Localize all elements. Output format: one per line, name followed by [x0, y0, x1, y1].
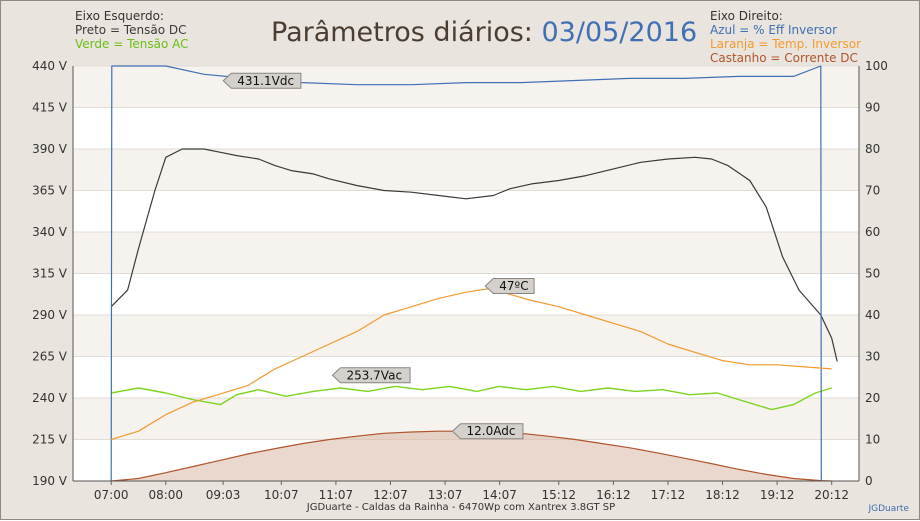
- legend-right-item: Castanho = Corrente DC: [709, 51, 858, 65]
- x-tick-label: 15:12: [541, 488, 576, 502]
- value-callout-label: 47ºC: [499, 279, 528, 293]
- legend-right-item: Azul = % Eff Inversor: [709, 23, 838, 37]
- x-tick-label: 11:07: [319, 488, 354, 502]
- value-callout-box: [451, 423, 524, 440]
- footer-text: JGDuarte - Caldas da Rainha - 6470Wp com…: [306, 502, 616, 513]
- value-callout-box: [222, 72, 302, 89]
- chart-title: Parâmetros diários: 03/05/2016: [271, 17, 697, 48]
- series-line-preto: [110, 148, 838, 362]
- legend-right-item: Laranja = Temp. Inversor: [709, 37, 861, 51]
- y-left-tick-label: 190 V: [32, 474, 68, 488]
- y-left-tick-label: 390 V: [32, 142, 68, 156]
- plot-band: [73, 356, 859, 398]
- value-callout: 12.0Adc: [451, 423, 524, 440]
- y-left-tick-label: 440 V: [32, 59, 68, 73]
- legend-right: Eixo Direito: Azul = % Eff Inversor Lara…: [710, 9, 861, 65]
- y-right-tick-label: 60: [865, 225, 880, 239]
- y-left-tick-label: 415 V: [32, 101, 68, 115]
- value-callout-label: 253.7Vac: [346, 368, 402, 382]
- plot-band: [73, 107, 859, 149]
- series-area-castanho: [111, 431, 832, 481]
- legend-left-item: Preto = Tensão DC: [75, 23, 187, 37]
- y-left-tick-label: 365 V: [32, 184, 68, 198]
- chart-title-text: Parâmetros diários:: [271, 17, 533, 48]
- plot-band: [73, 66, 859, 108]
- value-callout-label: 12.0Adc: [467, 424, 516, 438]
- y-right-tick-label: 20: [865, 391, 880, 405]
- x-tick-label: 14:07: [482, 488, 517, 502]
- y-right-tick-label: 30: [865, 350, 880, 364]
- y-right-tick-label: 10: [865, 433, 880, 447]
- y-left-tick-label: 315 V: [32, 267, 68, 281]
- y-right-tick-label: 100: [865, 59, 888, 73]
- value-callout-box: [484, 277, 535, 294]
- value-callout-label: 431.1Vdc: [237, 74, 294, 88]
- series-line-verde: [111, 385, 832, 411]
- plot-band: [73, 190, 859, 232]
- y-right-tick-label: 80: [865, 142, 880, 156]
- y-right-tick-label: 90: [865, 101, 880, 115]
- y-right-tick-label: 70: [865, 184, 880, 198]
- x-tick-label: 07:00: [94, 488, 129, 502]
- y-left-tick-label: 240 V: [32, 391, 68, 405]
- plot-band: [73, 149, 859, 191]
- value-callout: 47ºC: [484, 277, 535, 294]
- y-left-tick-label: 340 V: [32, 225, 68, 239]
- y-left-tick-label: 215 V: [32, 433, 68, 447]
- value-callout-box: [331, 367, 411, 384]
- x-tick-label: 09:03: [206, 488, 241, 502]
- series-line-azul: [110, 65, 822, 482]
- chart-title-date: 03/05/2016: [541, 17, 698, 48]
- legend-left-item: Verde = Tensão AC: [75, 37, 189, 51]
- credit-text: JGDuarte: [868, 504, 909, 514]
- x-tick-label: 10:07: [264, 488, 299, 502]
- x-tick-label: 18:12: [705, 488, 740, 502]
- y-left-tick-label: 290 V: [32, 308, 68, 322]
- value-callout: 431.1Vdc: [222, 72, 302, 89]
- legend-left: Eixo Esquerdo: Preto = Tensão DC Verde =…: [75, 9, 188, 51]
- x-tick-label: 19:12: [760, 488, 795, 502]
- x-tick-label: 20:12: [814, 488, 849, 502]
- x-tick-label: 12:07: [373, 488, 408, 502]
- plot-band: [73, 232, 859, 274]
- x-tick-label: 17:12: [651, 488, 686, 502]
- x-tick-label: 08:00: [148, 488, 183, 502]
- y-right-tick-label: 40: [865, 308, 880, 322]
- value-callout: 253.7Vac: [331, 367, 411, 384]
- x-tick-label: 13:07: [428, 488, 463, 502]
- y-left-tick-label: 265 V: [32, 350, 68, 364]
- series-line-laranja: [111, 287, 832, 441]
- y-right-tick-label: 0: [865, 474, 873, 488]
- plot-band: [73, 315, 859, 357]
- x-tick-label: 16:12: [596, 488, 631, 502]
- legend-right-heading: Eixo Direito:: [709, 9, 783, 23]
- y-right-tick-label: 50: [865, 267, 880, 281]
- legend-left-heading: Eixo Esquerdo:: [75, 9, 164, 23]
- plot-band: [73, 273, 859, 315]
